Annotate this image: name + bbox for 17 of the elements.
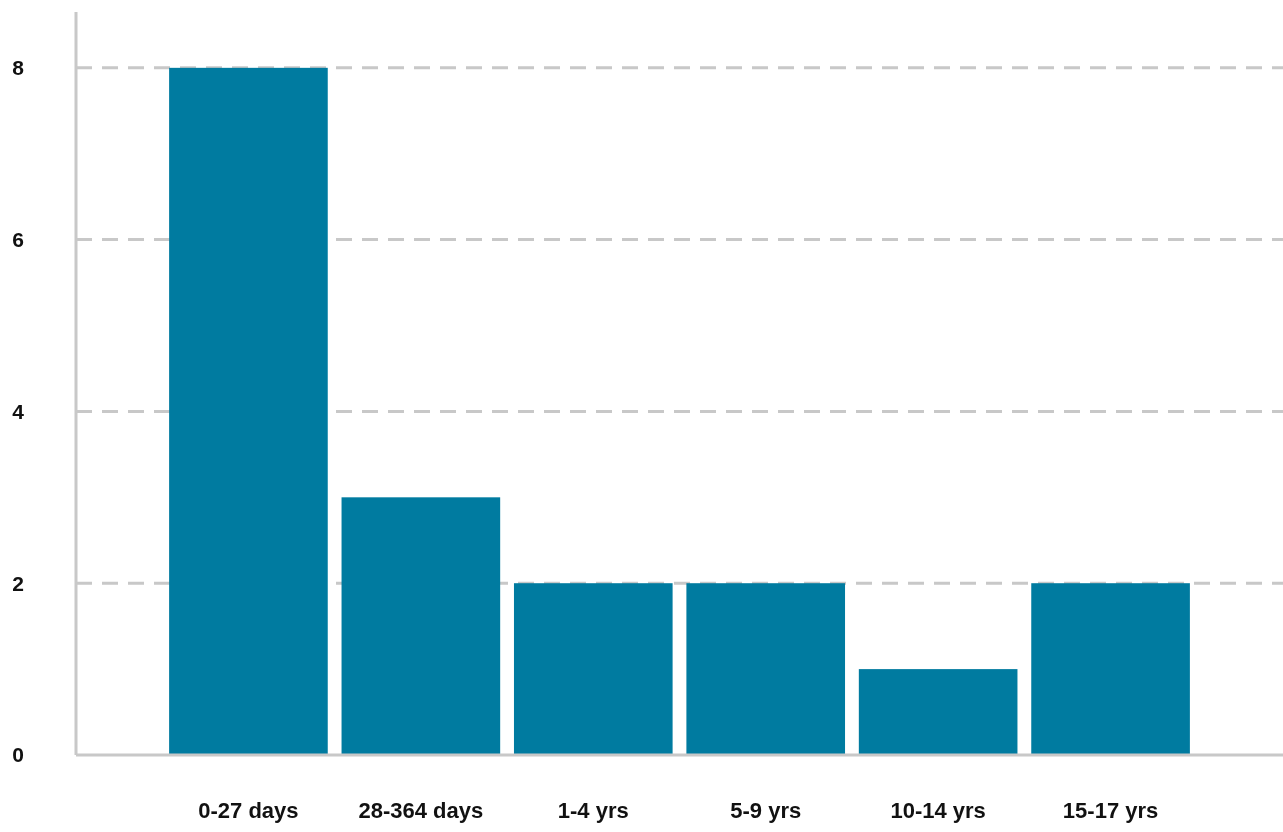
bar [858,669,1018,755]
bar [169,67,328,755]
x-tick-label: 15-17 yrs [1062,798,1159,823]
y-tick-label: 6 [12,227,24,251]
bar [341,497,501,755]
x-tick-label: 10-14 yrs [890,798,986,823]
bar [686,583,846,755]
bar [1031,583,1190,755]
x-tick-label: 28-364 days [358,798,484,823]
y-tick-label: 0 [12,743,24,767]
x-tick-label: 1-4 yrs [557,798,629,823]
bar [513,583,673,755]
y-tick-label: 4 [12,399,25,423]
x-tick-label: 0-27 days [198,798,299,823]
y-tick-label: 8 [12,56,25,80]
x-tick-label: 5-9 yrs [730,798,802,823]
y-tick-label: 2 [12,571,24,595]
